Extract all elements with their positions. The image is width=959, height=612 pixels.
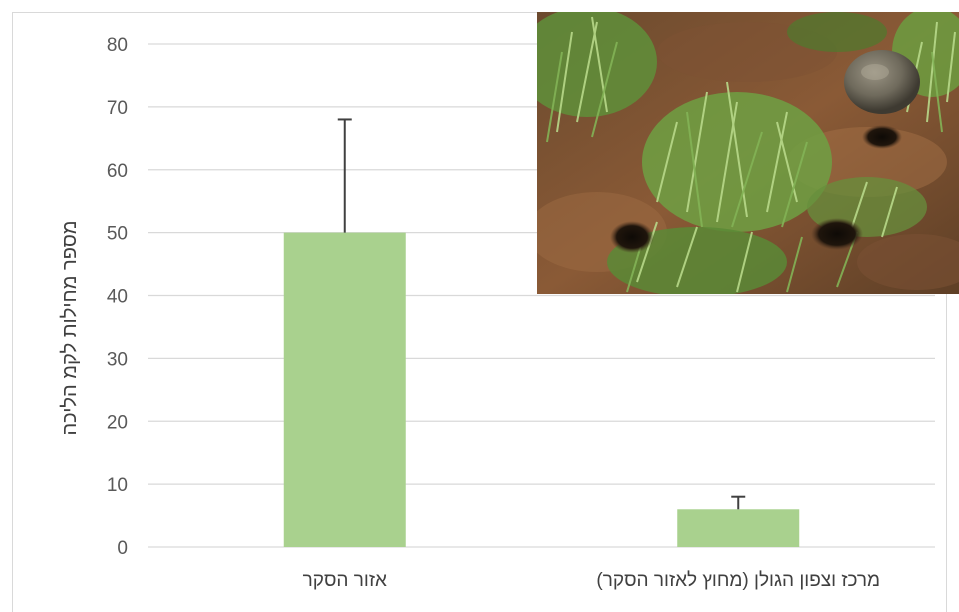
category-labels: אזור הסקר מרכז וצפון הגולן (מחוץ לאזור הס… (303, 570, 881, 591)
y-tick-label: 80 (107, 35, 128, 56)
bars-layer (283, 232, 800, 547)
y-tick-label: 0 (117, 538, 128, 559)
category-label: אזור הסקר (303, 570, 387, 591)
y-tick-label: 50 (107, 224, 128, 245)
y-tick-label: 20 (107, 412, 128, 433)
bar (677, 509, 800, 547)
category-label: מרכז וצפון הגולן (מחוץ לאזור הסקר) (596, 570, 880, 591)
error-bars-layer (337, 118, 746, 510)
y-tick-label: 70 (107, 98, 128, 119)
burrow-holes-in-grass-photo (537, 12, 959, 294)
y-tick-label: 30 (107, 349, 128, 370)
y-axis-label: מספר מחילות לקמ הליכה (59, 220, 81, 435)
y-tick-label: 60 (107, 161, 128, 182)
y-tick-labels: 0 10 20 30 40 50 60 70 80 (107, 35, 128, 559)
y-tick-label: 40 (107, 287, 128, 308)
y-tick-label: 10 (107, 475, 128, 496)
bar (283, 232, 406, 547)
chart-frame (12, 12, 947, 612)
